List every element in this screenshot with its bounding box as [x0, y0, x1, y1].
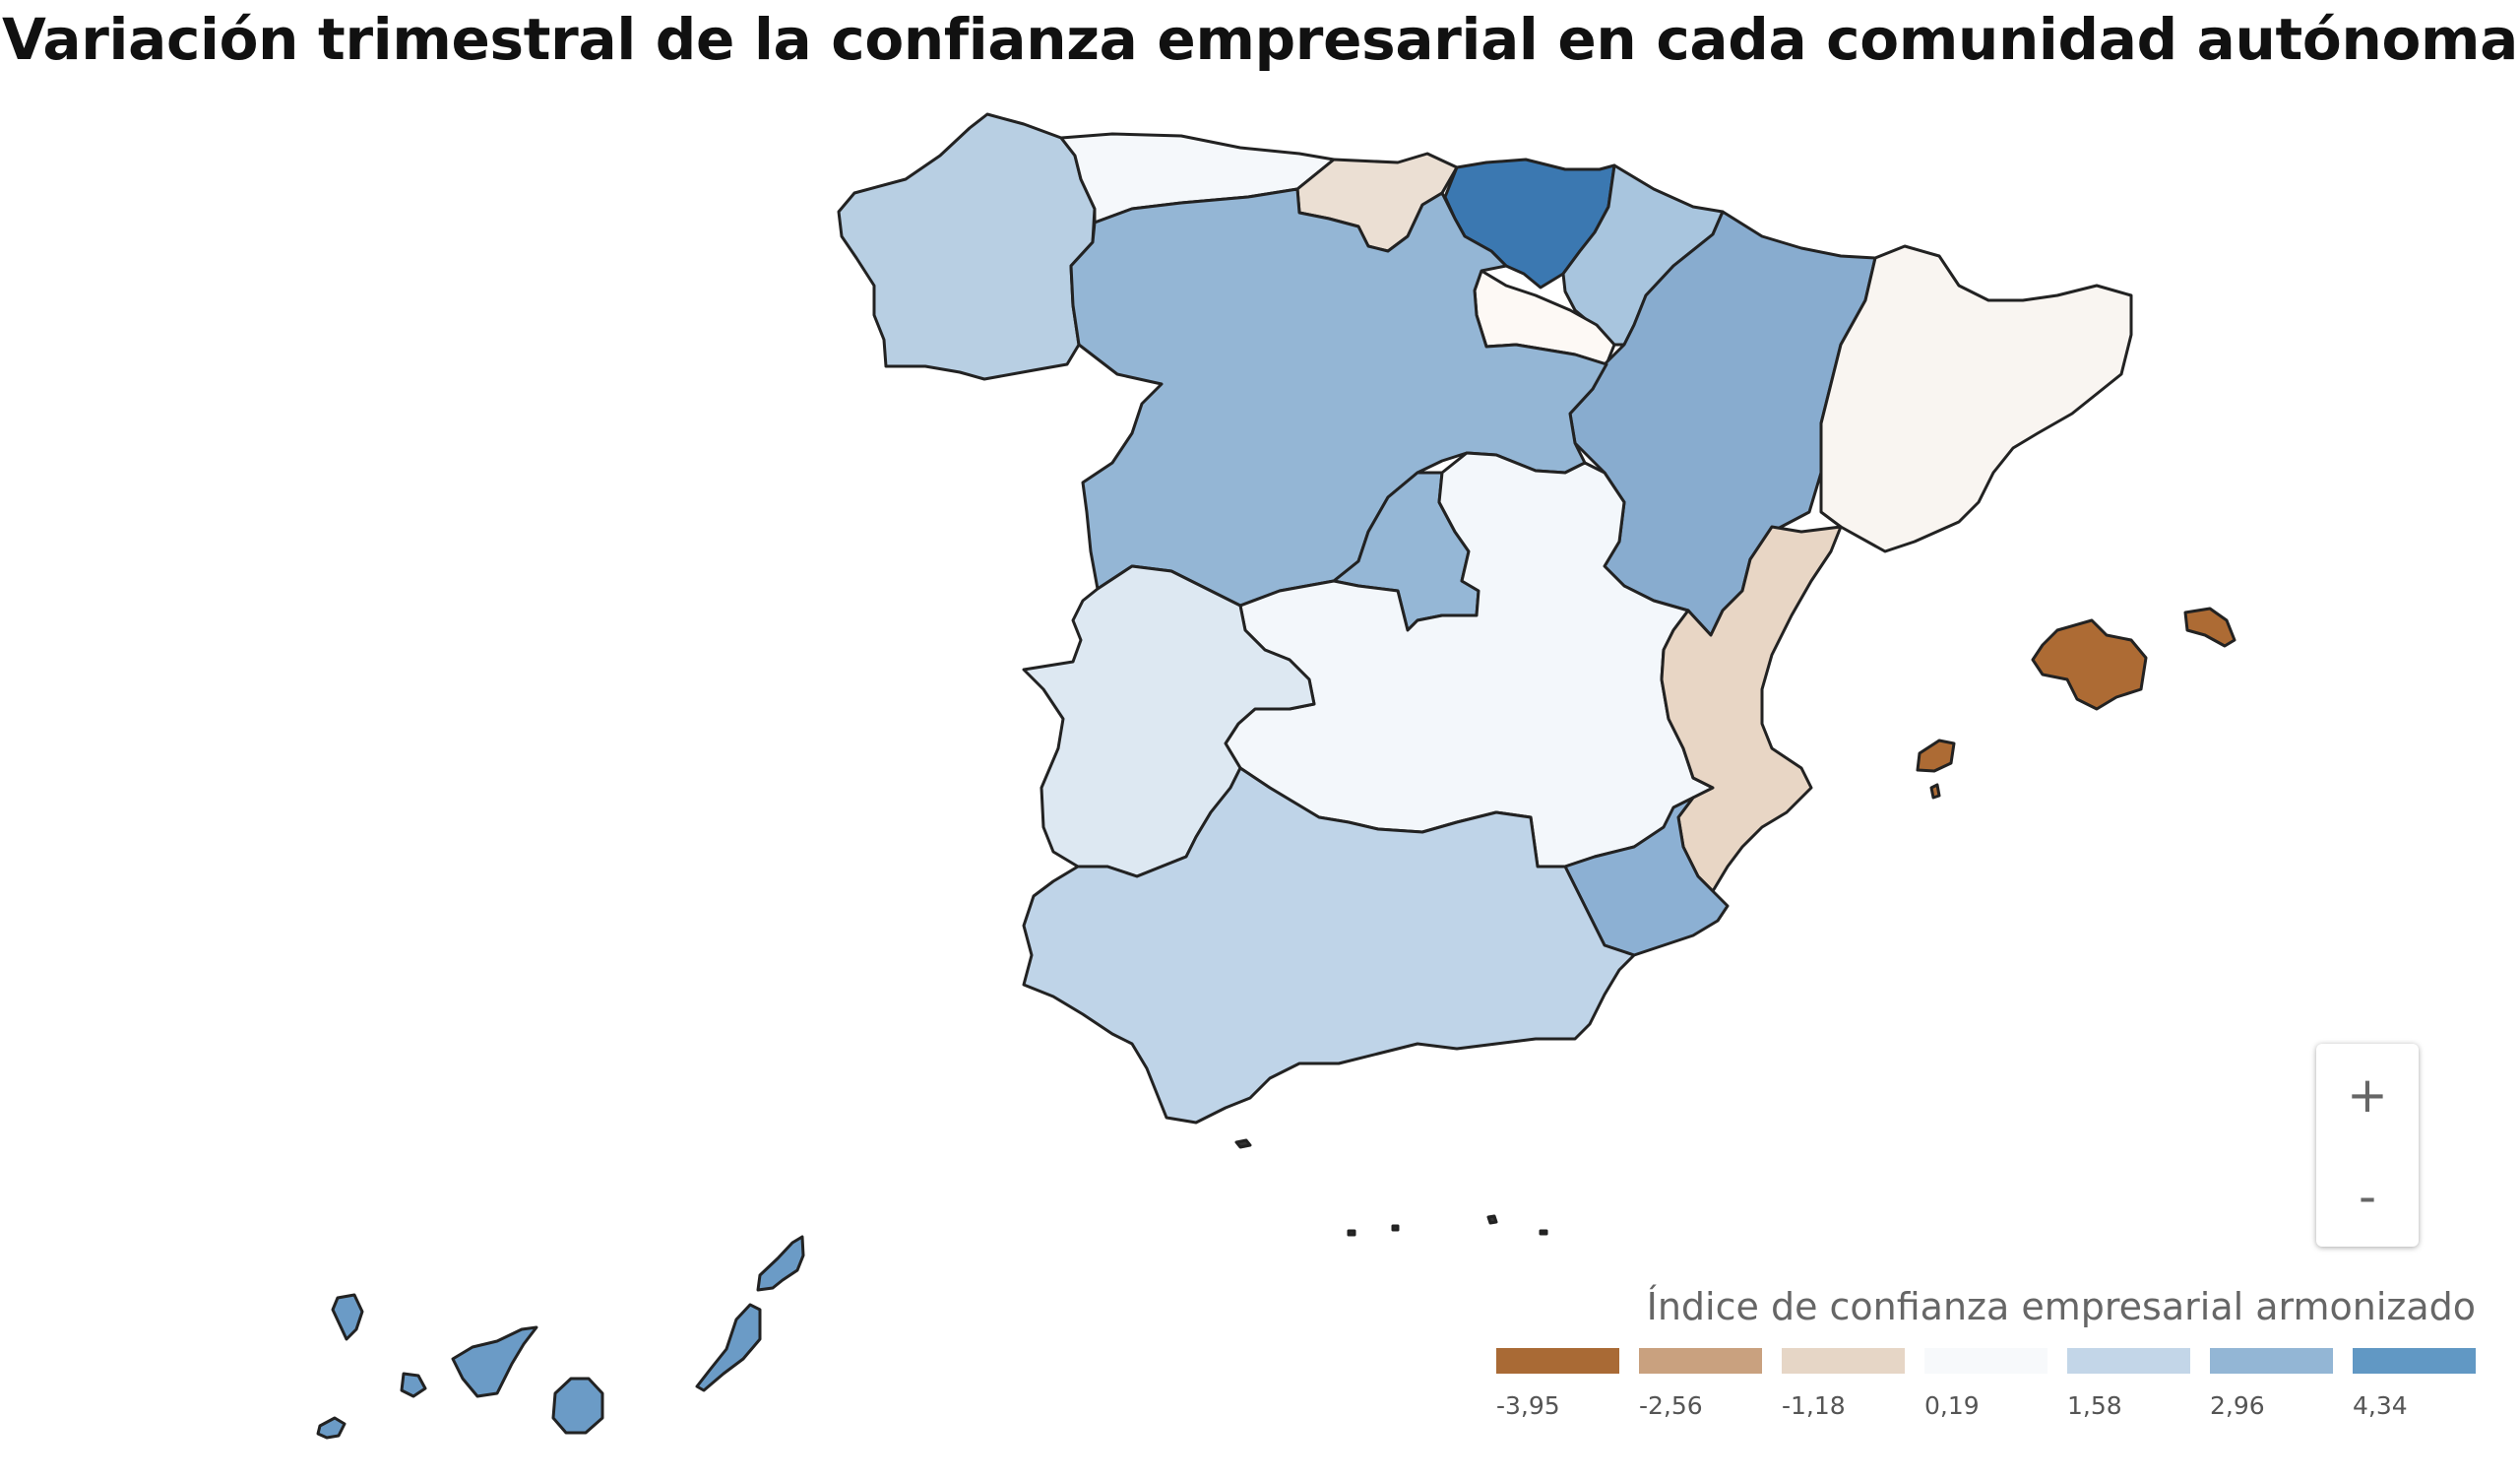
legend-swatch — [1639, 1348, 1762, 1374]
region-baleares-mallorca[interactable] — [2031, 618, 2148, 711]
region-canarias-el-hierro[interactable] — [316, 1416, 346, 1440]
region-baleares-menorca[interactable] — [2183, 607, 2236, 648]
color-legend: Índice de confianza empresarial armoniza… — [1496, 1285, 2476, 1427]
region-canarias-tenerife[interactable] — [451, 1325, 538, 1398]
legend-label: 0,19 — [1924, 1391, 1980, 1420]
region-ceuta[interactable] — [1234, 1138, 1252, 1149]
legend-swatch — [2353, 1348, 2476, 1374]
region-galicia[interactable] — [837, 112, 1097, 381]
region-canarias-lanzarote[interactable] — [756, 1235, 805, 1292]
legend-swatch — [1782, 1348, 1905, 1374]
legend-label: -1,18 — [1782, 1391, 1846, 1420]
legend-swatch — [1496, 1348, 1619, 1374]
region-islet-1 — [1347, 1229, 1356, 1237]
page-title: Variación trimestral de la confianza emp… — [1, 6, 2518, 73]
legend-swatches — [1496, 1348, 2476, 1374]
legend-swatch — [2067, 1348, 2190, 1374]
legend-swatch — [1924, 1348, 2048, 1374]
legend-label: 1,58 — [2067, 1391, 2122, 1420]
region-baleares-ibiza[interactable] — [1916, 739, 1956, 773]
region-canarias-la-palma[interactable] — [331, 1293, 364, 1341]
legend-label: -3,95 — [1496, 1391, 1560, 1420]
region-melilla[interactable] — [1486, 1214, 1498, 1225]
region-canarias-la-gomera[interactable] — [400, 1372, 427, 1398]
zoom-out-button[interactable]: - — [2358, 1167, 2377, 1225]
legend-title: Índice de confianza empresarial armoniza… — [1646, 1285, 2476, 1328]
zoom-in-button[interactable]: + — [2347, 1065, 2388, 1124]
legend-labels: -3,95 -2,56 -1,18 0,19 1,58 2,96 4,34 — [1496, 1391, 2476, 1427]
region-andalucia[interactable] — [1022, 766, 1636, 1125]
legend-label: -2,56 — [1639, 1391, 1703, 1420]
zoom-control: + - — [2316, 1044, 2419, 1247]
region-canarias-gran-canaria[interactable] — [551, 1377, 604, 1435]
legend-swatch — [2210, 1348, 2333, 1374]
region-islet-2 — [1391, 1224, 1400, 1232]
legend-label: 4,34 — [2353, 1391, 2408, 1420]
region-cataluna[interactable] — [1819, 244, 2133, 553]
region-baleares-formentera[interactable] — [1929, 783, 1941, 800]
region-islet-3 — [1539, 1229, 1548, 1236]
region-canarias-fuerteventura[interactable] — [695, 1303, 762, 1392]
legend-label: 2,96 — [2210, 1391, 2265, 1420]
